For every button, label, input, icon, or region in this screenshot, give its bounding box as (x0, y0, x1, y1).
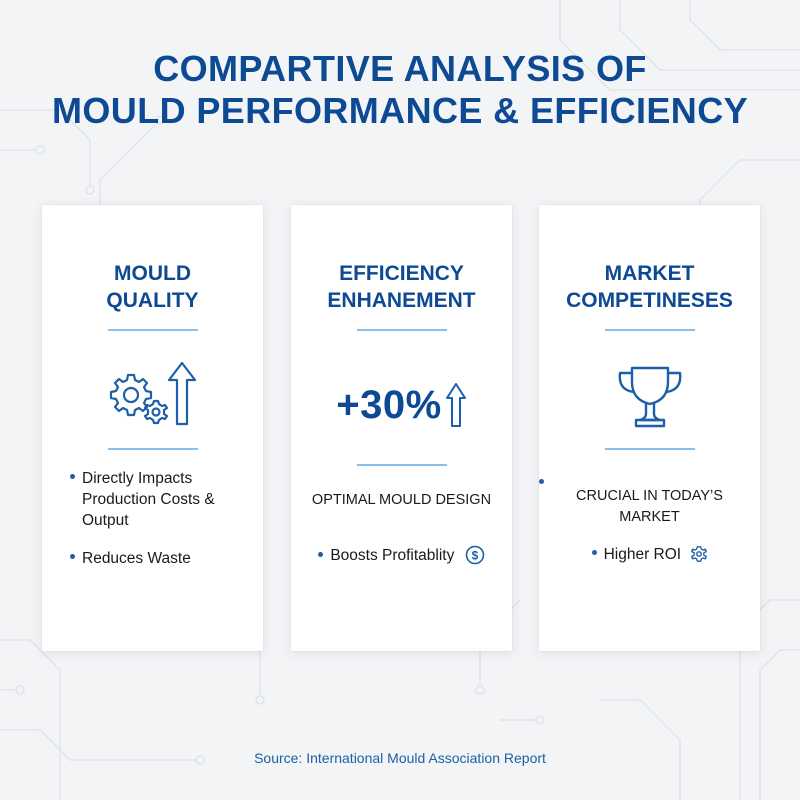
bullet-text: CRUCIAL IN TODAY’S (576, 488, 723, 504)
icon-area (42, 355, 263, 435)
card-title-line-1: MOULD (114, 262, 191, 285)
card-title-line-2: COMPETINESES (566, 289, 733, 312)
stat-area: +30% (291, 365, 512, 445)
svg-text:$: $ (471, 549, 478, 563)
bullet-dot (591, 550, 597, 556)
card-title: EFFICIENCY ENHANEMENT (291, 260, 512, 314)
icon-area (539, 355, 760, 435)
bullet-line-1: CRUCIAL IN TODAY’S (539, 479, 760, 507)
title-line-2: MOULD PERFORMANCE & EFFICIENCY (52, 90, 748, 131)
caption: OPTIMAL MOULD DESIGN (311, 492, 492, 508)
up-arrow-icon (445, 383, 466, 427)
source-note: Source: International Mould Association … (254, 750, 546, 766)
list-item: Directly Impacts Production Costs & Outp… (70, 468, 250, 531)
card-title: MARKET COMPETINESES (539, 260, 760, 314)
divider (108, 448, 198, 450)
page-title: COMPARTIVE ANALYSIS OF MOULD PERFORMANCE… (0, 48, 800, 132)
list-item: Boosts Profitablity $ (291, 545, 512, 566)
bullet-dot (539, 479, 544, 484)
stat-value: +30% (336, 382, 442, 427)
list-item: Higher ROI (539, 546, 760, 564)
divider (357, 464, 447, 466)
list-item: Reduces Waste (70, 548, 191, 569)
divider (108, 329, 198, 331)
bullet-dot (318, 551, 324, 557)
card-mould-quality: MOULD QUALITY Directly Impa (42, 205, 263, 651)
bullet-text: Directly Impacts Production Costs & Outp… (82, 470, 215, 529)
bullet-text: Boosts Profitablity (330, 547, 455, 565)
trophy-icon (618, 366, 681, 428)
list-item: CRUCIAL IN TODAY’S MARKET (539, 479, 760, 528)
dollar-coin-icon: $ (465, 545, 484, 565)
bullet-text: Higher ROI (603, 546, 682, 563)
title-line-1: COMPARTIVE ANALYSIS OF (153, 48, 647, 89)
bullet-text-line-2: MARKET (619, 509, 680, 525)
gear-icon (691, 546, 708, 562)
divider (357, 329, 447, 331)
card-title-line-1: MARKET (604, 262, 695, 285)
card-title: MOULD QUALITY (42, 260, 263, 314)
divider (605, 329, 695, 331)
card-market-competitiveness: MARKET COMPETINESES CRUCIAL IN TODAY’S M… (539, 205, 760, 651)
bullet-text: Reduces Waste (82, 550, 191, 567)
card-title-line-2: ENHANEMENT (327, 289, 476, 312)
bullet-dot (70, 554, 75, 560)
card-title-line-2: QUALITY (106, 289, 199, 312)
card-efficiency-enhancement: EFFICIENCY ENHANEMENT +30% OPTIMAL MOULD… (291, 205, 512, 651)
gears-with-up-arrow-icon (109, 361, 196, 426)
card-title-line-1: EFFICIENCY (339, 262, 464, 285)
divider (605, 448, 695, 450)
bullet-dot (70, 474, 75, 480)
